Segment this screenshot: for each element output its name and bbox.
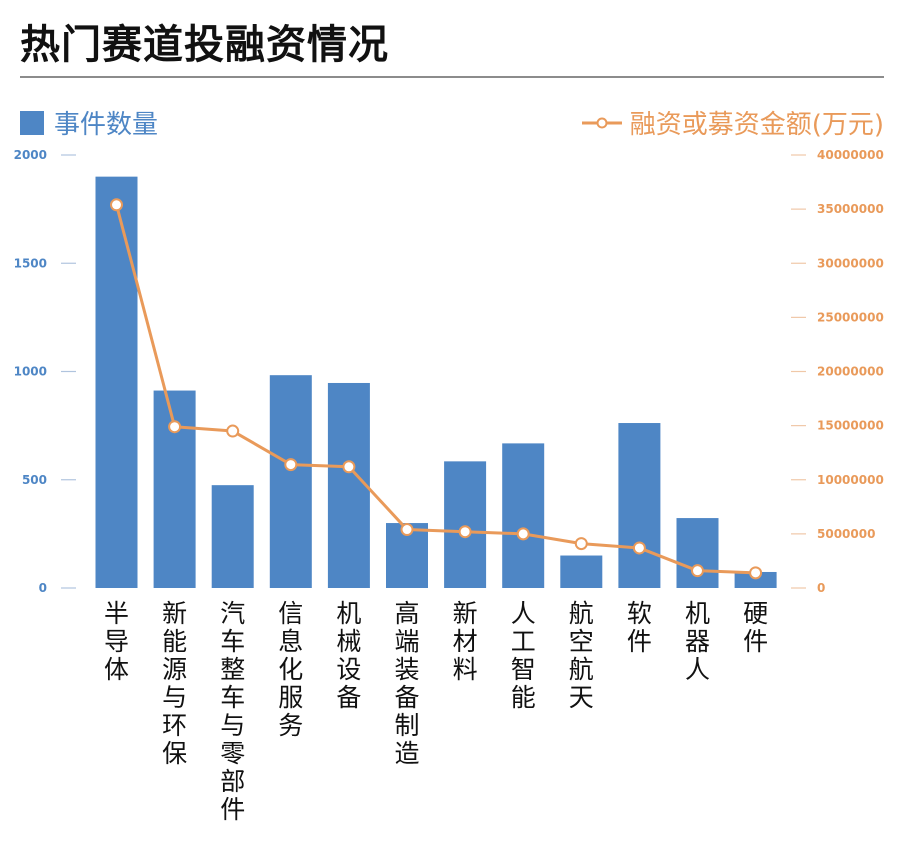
right-tick-label: 15000000 [817, 419, 884, 433]
category-label: 人工智能 [511, 599, 536, 712]
bar-4 [327, 382, 370, 588]
category-label: 半导体 [104, 599, 129, 684]
legend-line-label: 融资或募资金额(万元) [629, 110, 884, 140]
left-tick-label: 2000 [14, 148, 47, 162]
left-tick-label: 500 [22, 473, 47, 487]
title-divider [20, 76, 884, 78]
right-tick-label: 5000000 [817, 527, 875, 541]
category-label: 航空航天 [569, 599, 594, 712]
line-point-7 [516, 527, 530, 541]
funding-line [115, 204, 756, 575]
bar-6 [444, 461, 487, 588]
left-tick-label: 1000 [14, 365, 47, 379]
right-tick-label: 40000000 [817, 148, 884, 162]
legend-bar-label: 事件数量 [54, 110, 159, 140]
bar-8 [560, 555, 603, 588]
line-point-4 [342, 460, 356, 474]
line-point-0 [110, 198, 123, 212]
right-tick-label: 35000000 [817, 202, 884, 216]
bar-11 [734, 571, 777, 588]
category-label: 机器人 [685, 599, 710, 684]
category-label: 新能源与环保 [162, 599, 187, 768]
category-label: 软件 [627, 599, 652, 656]
category-label: 高端装备制造 [394, 599, 419, 768]
bar-1 [153, 390, 196, 588]
page-title: 热门赛道投融资情况 [20, 22, 389, 68]
legend-line: 融资或募资金额(万元) [581, 104, 884, 141]
bar-7 [502, 443, 545, 588]
left-tick-label: 1500 [14, 256, 47, 270]
category-label: 新材料 [453, 599, 478, 684]
line-point-1 [168, 420, 182, 434]
line-point-3 [284, 458, 298, 472]
line-point-6 [458, 525, 472, 539]
bars [95, 176, 777, 588]
category-labels: 半导体 新能源与环保 汽车整车与零部件 信息化服务 机械设备 高端装备制造 新材料 人工智能 航… [104, 599, 768, 824]
legend-line-marker-icon [581, 117, 622, 128]
left-tick-label: 0 [39, 581, 47, 595]
right-tick-label: 0 [817, 581, 825, 595]
bar-9 [618, 423, 661, 588]
category-label: 硬件 [743, 599, 768, 656]
line-point-11 [749, 566, 763, 580]
bar-2 [211, 485, 254, 588]
line-point-10 [691, 564, 704, 578]
category-label: 汽车整车与零部件 [220, 599, 245, 824]
right-axis: 0 5000000 10000000 15000000 20000000 25000000… [791, 148, 884, 595]
line-point-8 [574, 537, 588, 551]
line-series [110, 198, 763, 580]
line-point-2 [226, 424, 240, 438]
bar-3 [269, 375, 312, 588]
legend-bar: 事件数量 [20, 104, 158, 141]
right-tick-label: 10000000 [817, 473, 884, 487]
category-label: 信息化服务 [278, 599, 303, 740]
category-label: 机械设备 [336, 599, 361, 712]
line-point-5 [400, 523, 414, 537]
bar-10 [676, 518, 719, 588]
legend-bar-swatch-icon [20, 110, 44, 135]
right-tick-label: 25000000 [817, 310, 884, 324]
bar-0 [95, 176, 138, 588]
right-tick-label: 30000000 [817, 256, 884, 270]
line-point-9 [632, 541, 646, 555]
right-tick-label: 20000000 [817, 365, 884, 379]
left-axis: 0 500 1000 1500 2000 [14, 148, 76, 595]
